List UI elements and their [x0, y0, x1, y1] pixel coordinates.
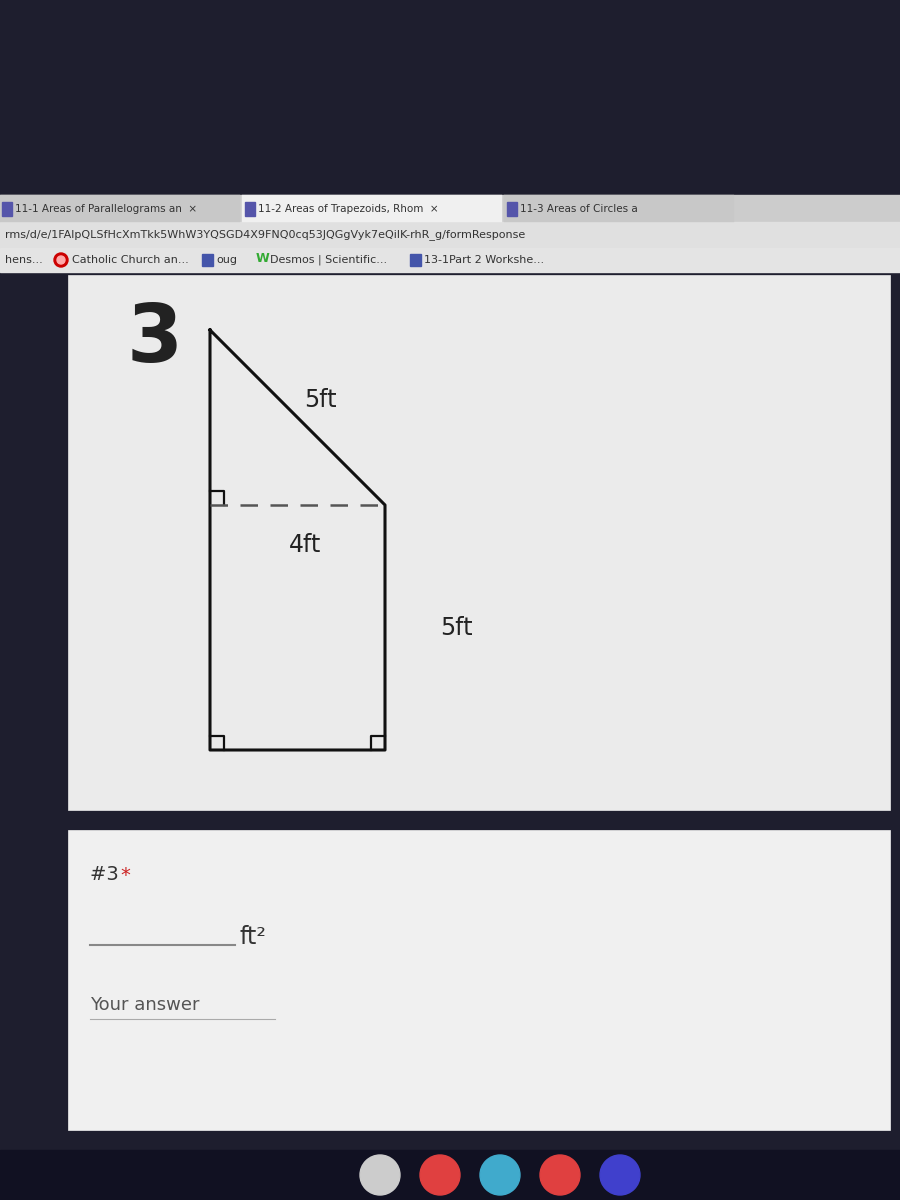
Text: rms/d/e/1FAlpQLSfHcXmTkk5WhW3YQSGD4X9FNQ0cq53JQGgVyk7eQilK-rhR_g/formResponse: rms/d/e/1FAlpQLSfHcXmTkk5WhW3YQSGD4X9FNQ… [5, 229, 526, 240]
Bar [0, 194, 900, 222]
Bar [68, 275, 890, 810]
Text: 3: 3 [127, 301, 183, 379]
Text: 4ft: 4ft [289, 533, 321, 557]
Circle shape [360, 1154, 400, 1195]
Bar [0, 1150, 900, 1200]
Bar [245, 202, 255, 216]
Text: Desmos | Scientific...: Desmos | Scientific... [270, 254, 387, 265]
Circle shape [600, 1154, 640, 1195]
Text: ft²: ft² [240, 925, 267, 949]
Circle shape [480, 1154, 520, 1195]
Circle shape [57, 256, 65, 264]
Text: 13-1Part 2 Workshe...: 13-1Part 2 Workshe... [424, 254, 544, 265]
Text: #3: #3 [90, 865, 125, 884]
Text: 11-2 Areas of Trapezoids, Rhom  ×: 11-2 Areas of Trapezoids, Rhom × [258, 204, 438, 214]
Bar [0, 248, 900, 272]
Bar [0, 222, 900, 248]
Bar [410, 254, 421, 266]
Text: 5ft: 5ft [440, 616, 472, 640]
Text: Catholic Church an...: Catholic Church an... [72, 254, 189, 265]
Circle shape [54, 253, 68, 266]
Bar [242, 194, 502, 222]
Bar [507, 202, 517, 216]
Text: oug: oug [216, 254, 237, 265]
Bar [68, 830, 890, 1130]
Bar [0, 194, 240, 222]
Text: *: * [120, 865, 130, 884]
Circle shape [540, 1154, 580, 1195]
Text: 5ft: 5ft [303, 388, 337, 412]
Bar [202, 254, 213, 266]
Text: W: W [256, 252, 270, 265]
Bar [504, 194, 734, 222]
Text: Your answer: Your answer [90, 996, 200, 1014]
Circle shape [420, 1154, 460, 1195]
Text: 11-1 Areas of Parallelograms an  ×: 11-1 Areas of Parallelograms an × [15, 204, 197, 214]
Text: 11-3 Areas of Circles a: 11-3 Areas of Circles a [520, 204, 638, 214]
Bar [2, 202, 12, 216]
Text: hens...: hens... [5, 254, 43, 265]
